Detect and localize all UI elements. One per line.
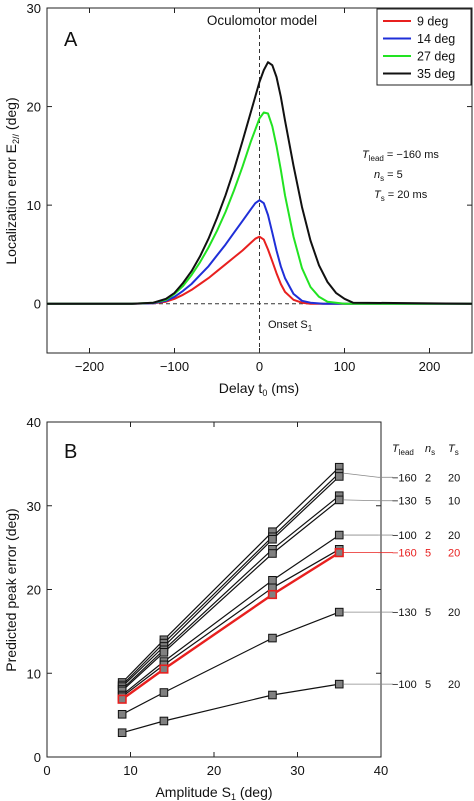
- panel-b-table-header: Tlead: [392, 443, 414, 457]
- panel-b-marker: [117, 728, 127, 738]
- panel-b-row-label: 2: [425, 530, 431, 542]
- panel-b-xtick-label: 20: [207, 763, 221, 778]
- panel-b-marker: [334, 679, 344, 689]
- panel-b-row-label: −100: [392, 530, 417, 542]
- panel-a-letter: A: [64, 29, 78, 51]
- panel-b-row-label: −100: [392, 679, 417, 691]
- panel-a-parameter-line: Tlead = −160 ms: [362, 149, 439, 163]
- panel-a-legend-label: 14 deg: [417, 32, 455, 46]
- panel-b-row-label: −160: [392, 548, 417, 560]
- panel-a-onset-label: Onset S1: [268, 319, 313, 333]
- panel-b-marker: [334, 548, 344, 558]
- panel-a-legend: 9 deg 14 deg 27 deg 35 deg: [376, 8, 472, 86]
- panel-a-xlabel: Delay t0 (ms): [219, 380, 299, 398]
- panel-b-table-header: Ts: [448, 443, 459, 457]
- panel-a-parameters: Tlead = −160 ms ns = 5 Ts = 20 ms: [362, 149, 439, 203]
- panel-b-series-line-2: [121, 472, 340, 686]
- panel-b-ytick-label: 40: [27, 415, 41, 430]
- panel-a-series-line-4: [47, 61, 473, 305]
- panel-a-series-line-1: [47, 235, 472, 305]
- panel-b-marker: [268, 690, 277, 700]
- panel-a-ytick-label: 10: [27, 198, 41, 213]
- panel-b-series-line-1: [121, 466, 340, 683]
- panel-a-xtick-label: 200: [419, 359, 441, 374]
- panel-b-row-label: 5: [425, 548, 431, 560]
- panel-b-series-line-3: [121, 475, 340, 688]
- panel-b-marker: [268, 534, 277, 544]
- panel-b-row-label: 10: [448, 496, 460, 508]
- panel-a-ylabel: Localization error E2// (deg): [3, 97, 21, 264]
- panel-b-row-label: 20: [448, 548, 460, 560]
- panel-a-legend-label: 35 deg: [417, 67, 455, 81]
- panel-b-row-label: 20: [448, 679, 460, 691]
- panel-b-xtick-label: 40: [374, 763, 388, 778]
- panel-b-series-line-7: [121, 551, 340, 701]
- panel-a-ytick-label: 0: [34, 297, 41, 312]
- panel-b-series-line-6: [121, 534, 340, 696]
- panel-a-xtick-label: −200: [75, 359, 104, 374]
- panel-b-leader-line: [343, 472, 379, 478]
- panel-a-xtick-label: 0: [256, 359, 263, 374]
- panel-b-marker: [334, 495, 344, 505]
- panel-b-marker: [159, 716, 169, 726]
- panel-b-letter: B: [64, 441, 77, 463]
- panel-b-marker: [159, 648, 169, 657]
- panel-b-row-label: 5: [425, 607, 431, 619]
- panel-b-series-line-4: [121, 495, 340, 690]
- panel-b-marker: [267, 589, 278, 600]
- panel-b-xtick-label: 30: [290, 763, 304, 778]
- panel-b-ytick-label: 10: [27, 666, 41, 681]
- panel-b-row-label: 20: [448, 607, 460, 619]
- panel-b-series-line-10: [122, 683, 340, 734]
- panel-b-marker: [268, 575, 277, 585]
- panel-b-row-label: 20: [448, 472, 460, 484]
- panel-b-marker: [268, 633, 277, 643]
- panel-b-series-line-9: [121, 611, 340, 715]
- panel-a-legend-label: 27 deg: [417, 50, 455, 64]
- panel-b-marker: [159, 664, 169, 674]
- panel-b-xtick-label: 0: [43, 763, 50, 778]
- panel-b-row-label: −130: [392, 607, 417, 619]
- panel-b-row-label: 5: [425, 496, 431, 508]
- panel-b-series-line-8: [121, 548, 340, 698]
- panel-b-marker: [117, 709, 127, 719]
- panel-a-title: Oculomotor model: [207, 13, 317, 28]
- panel-b-xtick-label: 10: [123, 763, 137, 778]
- panel-a-ytick-label: 20: [27, 100, 41, 115]
- panel-b-xlabel: Amplitude S1 (deg): [155, 784, 272, 801]
- panel-a-parameter-line: Ts = 20 ms: [374, 189, 428, 203]
- panel-b-marker: [334, 530, 344, 540]
- panel-b-marker: [268, 549, 277, 558]
- panel-b-marker: [334, 472, 344, 481]
- panel-b-ytick-label: 0: [34, 750, 41, 765]
- panel-b-marker: [159, 688, 169, 697]
- panel-b-ytick-label: 30: [27, 499, 41, 514]
- panel-b-row-label: 5: [425, 679, 431, 691]
- panel-b: 0 10 20 30 40 0 10 20 30 40 B Tlead ns Ts −160 2 20 −13…: [3, 415, 460, 801]
- panel-a-parameter-line: ns = 5: [374, 169, 403, 183]
- panel-b-marker: [117, 694, 127, 704]
- panel-b-parameter-table: Tlead ns Ts −160 2 20 −130 5 10 −100 2 20 −160 5 20 −13…: [343, 443, 460, 691]
- panel-b-table-header: ns: [425, 443, 435, 457]
- panel-b-row-label: 2: [425, 472, 431, 484]
- panel-b-marker: [334, 607, 344, 617]
- panel-b-row-label: 20: [448, 530, 460, 542]
- panel-a-series-line-3: [47, 111, 472, 305]
- panel-a-series-line-2: [47, 199, 472, 305]
- panel-a-xtick-label: 100: [334, 359, 356, 374]
- panel-b-series-line-5: [121, 499, 340, 692]
- panel-b-row-label: −130: [392, 496, 417, 508]
- panel-b-row-label: −160: [392, 472, 417, 484]
- panel-a-ytick-label: 30: [27, 1, 41, 16]
- panel-a-xtick-label: −100: [160, 359, 189, 374]
- panel-b-leader-line: [343, 499, 379, 502]
- panel-b-ylabel: Predicted peak error (deg): [3, 508, 19, 671]
- panel-a-legend-label: 9 deg: [417, 15, 448, 29]
- panel-b-ytick-label: 20: [27, 583, 41, 598]
- panel-a: −200 −100 0 100 200 0 10 20 30 A Oculomotor mode…: [3, 1, 473, 398]
